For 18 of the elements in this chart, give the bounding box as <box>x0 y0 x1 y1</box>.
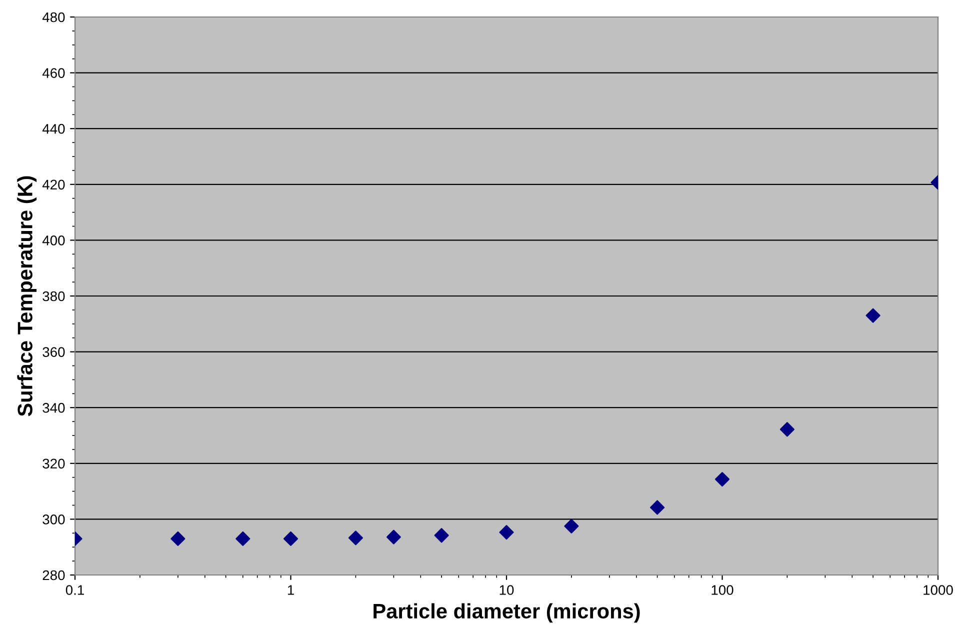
y-tick-label: 480 <box>42 12 65 22</box>
x-tick-label: 100 <box>712 585 734 595</box>
y-tick-label: 320 <box>42 458 65 469</box>
y-tick-label: 300 <box>42 514 65 524</box>
y-tick-label: 280 <box>42 570 65 580</box>
x-tick-label: 10 <box>500 585 514 595</box>
x-tick-label: 1000 <box>924 585 953 595</box>
y-axis-title: Surface Temperature (K) <box>17 176 37 416</box>
x-axis-title: Particle diameter (microns) <box>374 603 640 623</box>
x-tick-label: 0.1 <box>66 585 84 595</box>
x-tick-label: 1 <box>288 585 294 595</box>
y-tick-label: 360 <box>42 347 65 357</box>
y-tick-label: 340 <box>42 402 65 413</box>
y-tick-label: 440 <box>42 124 65 134</box>
y-tick-label: 400 <box>42 236 65 246</box>
y-tick-label: 380 <box>42 291 65 302</box>
y-tick-label: 460 <box>42 68 65 78</box>
y-tick-label: 420 <box>42 180 65 190</box>
